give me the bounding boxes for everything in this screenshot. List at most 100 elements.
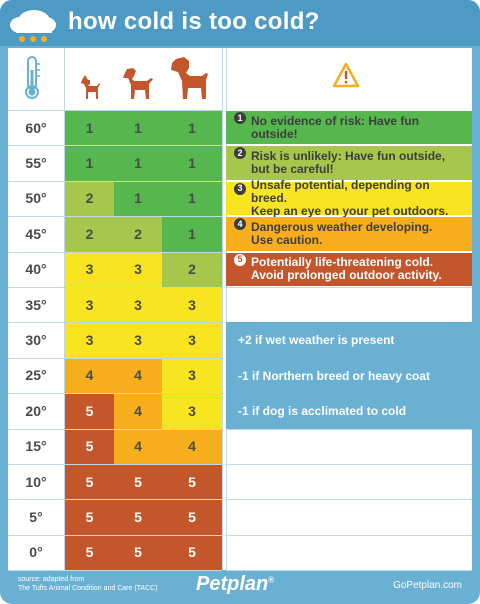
source-line-2: The Tufts Animal Condition and Care (TAC…: [18, 585, 158, 592]
large-dog-risk-cell: 5: [162, 534, 222, 571]
large-dog-risk-cell: 3: [162, 393, 222, 429]
row-divider: [8, 216, 222, 218]
large-dog-icon: [171, 57, 208, 99]
large-dog-risk-cell: 1: [162, 216, 222, 252]
medium-dog-risk-cell: 5: [114, 534, 162, 571]
legend-line-1: Unsafe potential, depending on breed.: [251, 178, 430, 205]
legend-item-4: 4 Dangerous weather developing. Use cautio…: [226, 217, 472, 251]
column-divider: [64, 48, 65, 570]
medium-dog-risk-cell: 4: [114, 428, 162, 464]
small-dog-risk-cell: 3: [65, 287, 114, 323]
row-divider: [8, 428, 222, 430]
row-divider: [8, 180, 222, 182]
column-divider: [226, 48, 227, 570]
row-divider: [8, 534, 222, 536]
legend-item-5: 5 Potentially life-threatening cold. Avoid…: [226, 252, 472, 286]
legend-text: Risk is unlikely: Have fun outside, but b…: [251, 150, 445, 176]
row-divider: [8, 287, 222, 288]
large-dog-risk-cell: 1: [162, 110, 222, 146]
large-dog-risk-cell: 3: [162, 287, 222, 323]
row-divider: [226, 534, 472, 536]
small-dog-risk-cell: 5: [65, 534, 114, 571]
brand-name: Petplan: [196, 573, 269, 595]
medium-dog-risk-cell: 5: [114, 464, 162, 500]
website-url[interactable]: GoPetplan.com: [393, 580, 462, 591]
large-dog-risk-cell: 2: [162, 251, 222, 287]
small-dog-risk-cell: 4: [65, 357, 114, 394]
small-dog-icon: [81, 75, 100, 99]
row-divider: [226, 464, 472, 465]
legend-line-1: Potentially life-threatening cold.: [251, 255, 434, 270]
legend-line-1: Dangerous weather developing.: [251, 219, 433, 234]
small-dog-risk-cell: 2: [65, 180, 114, 217]
medium-dog-icon: [123, 68, 153, 99]
header-bar: how cold is too cold?: [0, 0, 480, 46]
small-dog-risk-cell: 3: [65, 322, 114, 358]
small-dog-risk-cell: 5: [65, 428, 114, 464]
risk-grid: 60° 1 1 1 55° 1 1 1 50° 2 1 1 45° 2 2 1 40° 3 3 2 35° 3 3 3 30° 3…: [8, 48, 472, 572]
medium-dog-risk-cell: 4: [114, 357, 162, 394]
large-dog-risk-cell: 5: [162, 499, 222, 535]
small-dog-risk-cell: 5: [65, 499, 114, 535]
row-divider: [226, 428, 472, 430]
legend-number-badge: 4: [234, 218, 246, 231]
snow-cloud-icon: [10, 10, 56, 42]
legend-line-2: Avoid prolonged outdoor activity.: [251, 268, 442, 283]
modifier-item: -1 if dog is acclimated to cold: [226, 393, 472, 429]
row-divider: [226, 570, 472, 572]
medium-dog-risk-cell: 2: [114, 216, 162, 252]
temperature-label: 20°: [25, 402, 47, 419]
warning-icon: [332, 62, 360, 88]
medium-dog-risk-cell: 5: [114, 499, 162, 535]
temperature-label: 35°: [25, 296, 47, 313]
temperature-label: 45°: [25, 225, 47, 242]
small-dog-risk-cell: 3: [65, 251, 114, 287]
large-dog-risk-cell: 3: [162, 357, 222, 394]
small-dog-risk-cell: 1: [65, 110, 114, 146]
temperature-label: 50°: [25, 190, 47, 207]
source-note: source: adapted from The Tufts Animal Co…: [18, 575, 158, 593]
legend-number-badge: 1: [234, 112, 246, 124]
small-dog-risk-cell: 5: [65, 393, 114, 429]
thermometer-icon: [25, 56, 40, 99]
legend-text: Dangerous weather developing. Use caution…: [251, 219, 433, 247]
legend-line-2: Use caution.: [251, 232, 323, 247]
medium-dog-risk-cell: 3: [114, 251, 162, 287]
brand-mark: ®: [268, 575, 275, 585]
small-dog-risk-cell: 5: [65, 464, 114, 500]
medium-dog-risk-cell: 3: [114, 287, 162, 323]
legend-item-1: 1 No evidence of risk: Have fun outside!: [226, 111, 472, 145]
legend-line-1: Risk is unlikely: Have fun outside,: [251, 149, 446, 164]
legend-line-2: Keep an eye on your pet outdoors.: [251, 204, 449, 218]
medium-dog-risk-cell: 1: [114, 145, 162, 181]
modifier-item: -1 if Northern breed or heavy coat: [226, 357, 472, 394]
temperature-label: 10°: [25, 473, 47, 490]
small-dog-risk-cell: 2: [65, 216, 114, 252]
modifier-item: +2 if wet weather is present: [226, 322, 472, 359]
temperature-label: 60°: [25, 119, 47, 136]
temperature-label: 15°: [25, 438, 47, 455]
medium-dog-risk-cell: 1: [114, 110, 162, 146]
legend-text: Unsafe potential, depending on breed. Kee…: [251, 179, 466, 218]
row-divider: [226, 499, 472, 501]
small-dog-risk-cell: 1: [65, 145, 114, 181]
temperature-label: 5°: [29, 509, 43, 526]
legend-number-badge: 5: [234, 253, 246, 266]
column-divider: [222, 48, 223, 570]
row-divider: [8, 570, 222, 572]
row-divider: [8, 357, 222, 359]
large-dog-risk-cell: 1: [162, 180, 222, 217]
legend-number-badge: 2: [234, 147, 246, 160]
page-title: how cold is too cold?: [68, 8, 320, 35]
legend-item-2: 2 Risk is unlikely: Have fun outside, but …: [226, 146, 472, 180]
row-divider: [8, 464, 222, 465]
legend-line-2: but be careful!: [251, 162, 334, 177]
temperature-label: 40°: [25, 261, 47, 278]
legend-line-1: No evidence of risk: Have fun outside!: [251, 113, 420, 141]
brand-logo: Petplan®: [196, 573, 274, 596]
row-divider: [8, 322, 222, 324]
row-divider: [8, 251, 222, 253]
medium-dog-risk-cell: 4: [114, 393, 162, 429]
row-divider: [8, 110, 222, 111]
